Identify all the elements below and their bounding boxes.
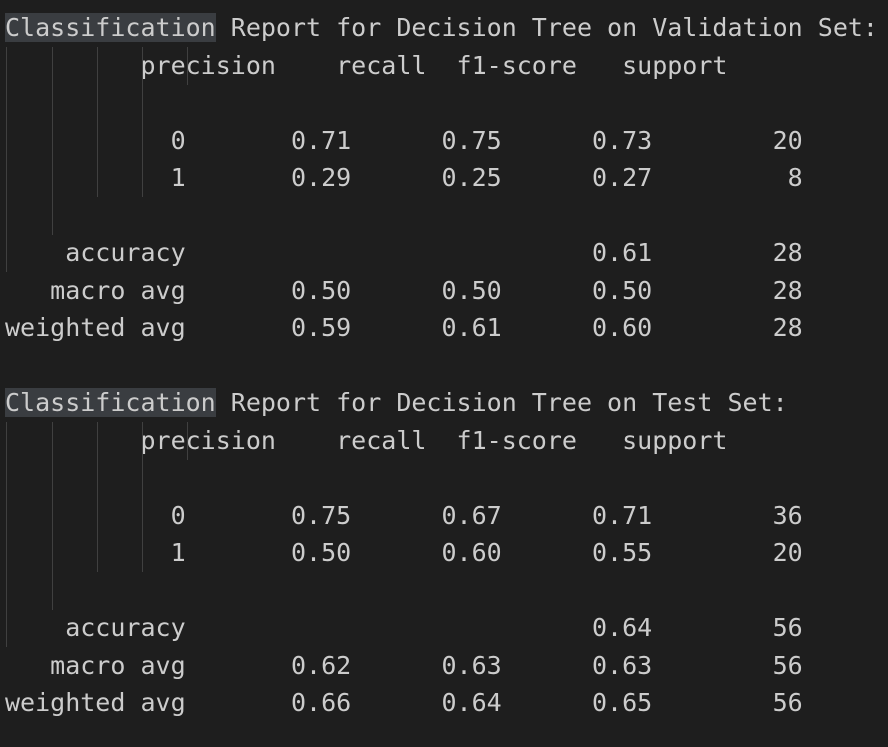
indent-guide — [6, 47, 7, 272]
table-row: 1 0.50 0.60 0.55 20 — [5, 538, 803, 567]
search-highlight: Classification — [5, 13, 216, 42]
report-title-text: Report for Decision Tree on Test Set: — [215, 388, 788, 417]
report-title: Classification Report for Decision Tree … — [5, 384, 788, 422]
table-row: 0 0.75 0.67 0.71 36 — [5, 501, 803, 530]
report-title-text: Report for Decision Tree on Validation S… — [215, 13, 878, 42]
indent-guide — [97, 47, 98, 197]
summary-row-accuracy: accuracy 0.61 28 — [5, 238, 803, 267]
summary-row-macro-avg: macro avg 0.62 0.63 0.63 56 — [5, 651, 803, 680]
summary-row-weighted-avg: weighted avg 0.66 0.64 0.65 56 — [5, 688, 803, 717]
indent-guide — [97, 422, 98, 572]
report-header: precision recall f1-score support — [5, 426, 728, 455]
search-highlight: Classification — [5, 388, 216, 417]
report-title: Classification Report for Decision Tree … — [5, 9, 878, 47]
summary-row-macro-avg: macro avg 0.50 0.50 0.50 28 — [5, 276, 803, 305]
indent-guide — [142, 422, 143, 572]
summary-row-accuracy: accuracy 0.64 56 — [5, 613, 803, 642]
indent-guide — [52, 47, 53, 235]
report-header: precision recall f1-score support — [5, 51, 728, 80]
indent-guide — [187, 422, 188, 460]
table-row: 1 0.29 0.25 0.27 8 — [5, 163, 803, 192]
indent-guide — [6, 422, 7, 647]
table-row: 0 0.71 0.75 0.73 20 — [5, 126, 803, 155]
indent-guide — [187, 47, 188, 85]
indent-guide — [142, 47, 143, 197]
indent-guide — [52, 422, 53, 610]
summary-row-weighted-avg: weighted avg 0.59 0.61 0.60 28 — [5, 313, 803, 342]
